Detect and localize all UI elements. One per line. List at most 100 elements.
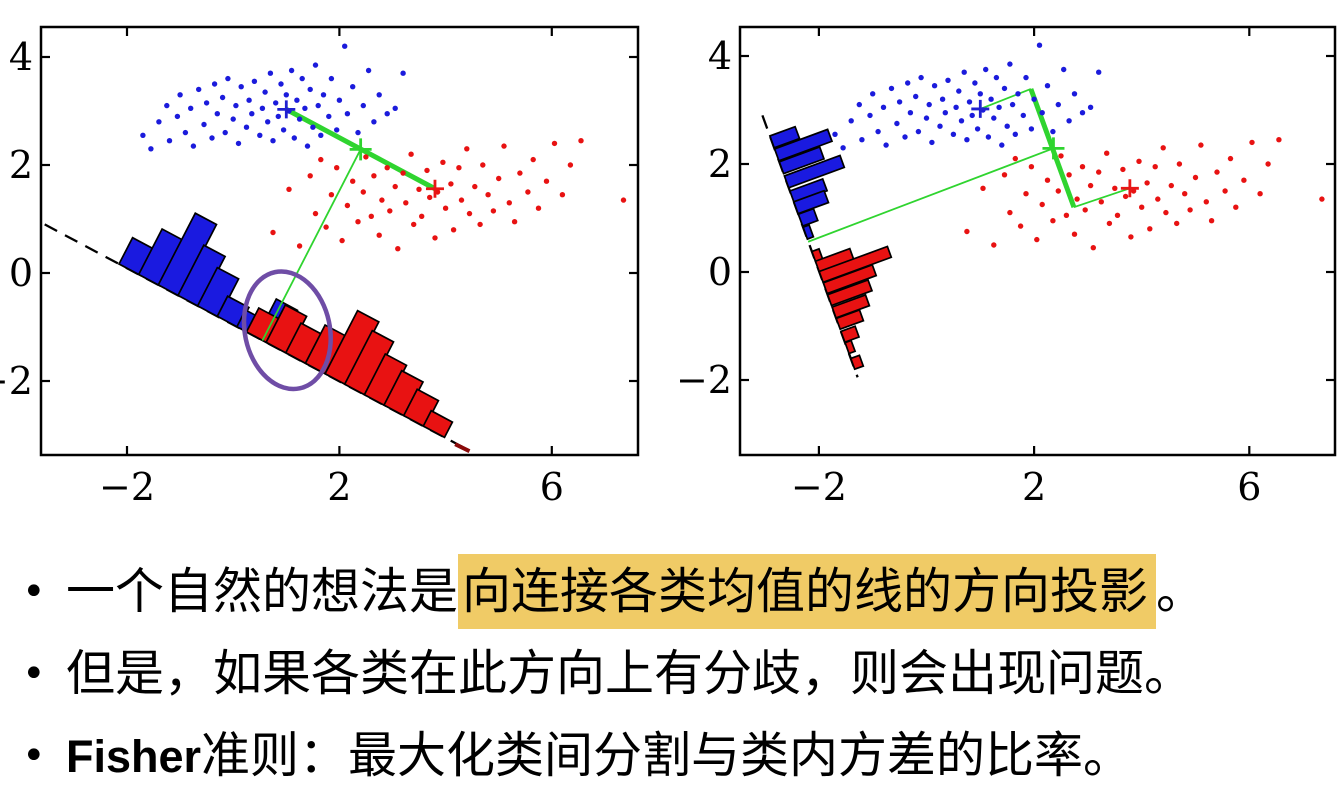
scatter-point-class-2-red <box>392 183 398 190</box>
scatter-point-class-1-blue <box>182 129 189 136</box>
scatter-point-class-2-red <box>403 200 409 206</box>
class2-mean-cross <box>1120 179 1139 198</box>
scatter-point-class-2-red <box>464 146 470 152</box>
scatter-point-class-1-blue <box>209 135 215 141</box>
scatter-point-class-1-blue <box>1061 66 1067 73</box>
scatter-point-class-2-red <box>1071 231 1078 237</box>
scatter-point-class-1-blue <box>896 99 903 105</box>
histogram-bar-class-1-blue <box>783 154 846 189</box>
scatter-point-class-1-blue <box>334 127 340 133</box>
scatter-point-class-2-red <box>350 178 356 184</box>
scatter-point-class-2-red <box>363 154 369 160</box>
scatter-point-class-2-red <box>400 170 406 176</box>
scatter-point-class-2-red <box>1152 164 1158 170</box>
scatter-point-class-2-red <box>355 219 361 225</box>
histogram-bar-class-2-red <box>826 278 874 307</box>
scatter-point-class-2-red <box>1106 220 1113 227</box>
scatter-point-class-2-red <box>339 237 345 244</box>
text-segment: 一个自然的想法是 <box>66 563 459 620</box>
scatter-point-class-1-blue <box>966 99 973 105</box>
text-segment: 准则：最大化类间分割与类内方差的比率。 <box>201 727 1133 784</box>
scatter-point-class-2-red <box>501 143 507 149</box>
scatter-point-class-1-blue <box>1055 101 1062 108</box>
scatter-point-class-1-blue <box>969 112 975 119</box>
scatter-point-class-2-red <box>360 189 366 195</box>
scatter-point-class-1-blue <box>832 131 838 137</box>
scatter-point-class-1-blue <box>894 120 900 127</box>
histogram-bar-class-1-blue <box>802 223 815 241</box>
scatter-point-class-2-red <box>323 224 329 230</box>
histogram-bar-class-1-blue <box>768 125 801 149</box>
scatter-point-class-1-blue <box>923 115 930 121</box>
scatter-point-class-2-red <box>1192 174 1199 181</box>
scatter-point-class-1-blue <box>958 118 965 124</box>
scatter-point-class-1-blue <box>376 92 382 98</box>
scatter-point-class-1-blue <box>1023 74 1029 81</box>
scatter-point-class-1-blue <box>870 91 876 97</box>
scatter-point-class-1-blue <box>996 104 1002 111</box>
scatter-point-class-2-red <box>1203 199 1210 205</box>
mean-connection-line-thin <box>979 88 1032 110</box>
scatter-point-class-1-blue <box>315 102 321 109</box>
scatter-point-class-1-blue <box>235 140 242 147</box>
mean-connection-line-thin <box>807 147 1054 243</box>
scatter-point-class-1-blue <box>1039 110 1045 116</box>
scatter-point-class-1-blue <box>942 110 948 116</box>
scatter-point-class-2-red <box>1122 193 1129 200</box>
scatter-point-class-1-blue <box>140 132 146 138</box>
scatter-point-class-2-red <box>1257 191 1263 197</box>
scatter-point-class-2-red <box>344 202 351 209</box>
y-tick-label: 2 <box>708 142 732 186</box>
histogram-bar-class-2-red <box>264 303 308 355</box>
scatter-point-class-2-red <box>1174 220 1180 227</box>
scatter-point-class-2-red <box>1079 164 1086 170</box>
scatter-point-class-2-red <box>1214 169 1220 175</box>
scatter-point-class-2-red <box>980 185 986 191</box>
scatter-point-class-2-red <box>395 246 401 252</box>
scatter-point-class-1-blue <box>190 143 197 149</box>
histogram-bar-class-2-red <box>844 339 857 355</box>
scatter-point-class-2-red <box>490 208 497 214</box>
scatter-point-class-1-blue <box>299 75 305 82</box>
y-tick-label: 4 <box>708 34 732 78</box>
histogram-bar-class-2-red <box>822 263 878 295</box>
scatter-point-class-2-red <box>1176 161 1183 167</box>
scatter-point-class-2-red <box>964 228 970 235</box>
scatter-point-class-2-red <box>442 205 449 211</box>
scatter-point-class-1-blue <box>344 111 351 117</box>
scatter-point-class-1-blue <box>188 105 194 112</box>
scatter-point-class-2-red <box>1028 164 1035 170</box>
scatter-point-class-1-blue <box>956 88 962 94</box>
scatter-point-class-1-blue <box>983 66 989 73</box>
scatter-point-class-2-red <box>1160 145 1166 151</box>
scatter-point-class-2-red <box>1087 182 1094 189</box>
scatter-point-class-1-blue <box>360 102 366 109</box>
scatter-point-class-2-red <box>286 186 292 192</box>
scatter-point-class-2-red <box>1139 204 1145 210</box>
scatter-point-class-1-blue <box>243 124 250 130</box>
histogram-bar-class-1-blue <box>196 266 240 319</box>
scatter-point-class-2-red <box>1044 177 1051 183</box>
scatter-point-class-1-blue <box>905 80 911 86</box>
highlighted-text-segment: 向连接各类均值的线的方向投影 <box>458 554 1157 629</box>
scatter-point-class-1-blue <box>1012 131 1018 137</box>
bullet-item-2: • 但是，如果各类在此方向上有分歧，则会出现问题。 <box>0 634 1342 714</box>
scatter-point-class-2-red <box>408 151 414 157</box>
scatter-point-class-1-blue <box>856 101 862 108</box>
scatter-point-class-2-red <box>551 140 558 147</box>
scatter-point-class-2-red <box>318 156 324 163</box>
scatter-point-class-2-red <box>1319 196 1325 202</box>
scatter-point-class-1-blue <box>880 104 887 111</box>
bullet-item-3: • Fisher准则：最大化类间分割与类内方差的比率。 <box>0 716 1342 796</box>
x-tick-label: −2 <box>791 465 847 509</box>
figure-svg: −2 2 6 4 2 0 −2 −2 2 6 4 2 0 −2 <box>0 25 1337 509</box>
scatter-point-class-1-blue <box>1020 112 1026 119</box>
scatter-point-class-1-blue <box>945 77 951 84</box>
histogram-bar-class-1-blue <box>778 145 826 175</box>
histogram-bar-class-2-red <box>839 325 861 344</box>
x-tick-label: 2 <box>327 465 351 509</box>
scatter-point-class-2-red <box>517 170 523 176</box>
scatter-point-class-1-blue <box>365 67 372 74</box>
bullet-marker: • <box>22 651 46 697</box>
scatter-point-class-1-blue <box>273 100 279 106</box>
